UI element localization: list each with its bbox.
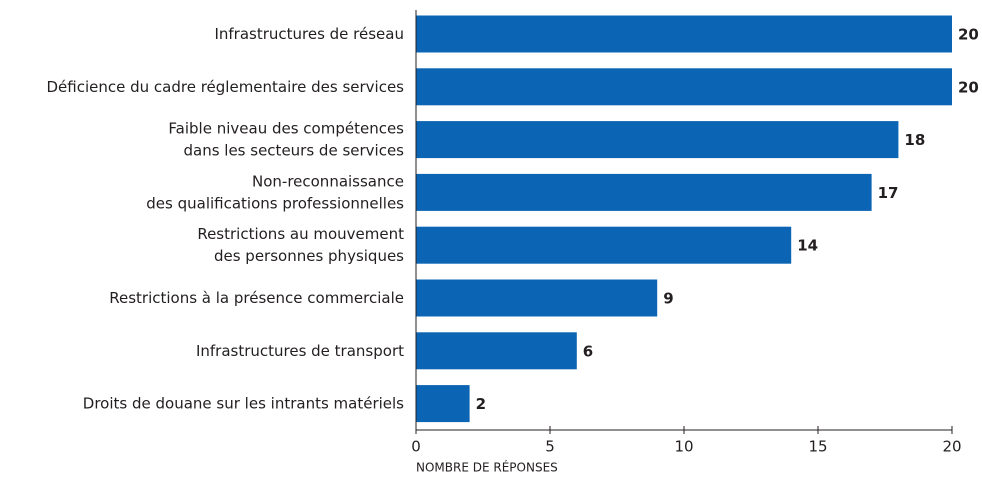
- value-label: 2: [476, 395, 486, 413]
- category-line: Restrictions au mouvement: [197, 225, 404, 243]
- bar: [416, 385, 470, 423]
- category-label: Droits de douane sur les intrants matéri…: [83, 394, 404, 412]
- value-label: 18: [904, 131, 925, 149]
- bar: [416, 226, 792, 264]
- x-tick-label: 15: [808, 438, 827, 456]
- value-label: 17: [878, 184, 899, 202]
- value-label: 20: [958, 78, 979, 96]
- x-tick-label: 0: [411, 438, 421, 456]
- category-line: Faible niveau des compétences: [168, 119, 404, 137]
- category-label: Déficience du cadre réglementaire des se…: [47, 77, 405, 95]
- bar: [416, 173, 872, 211]
- x-tick-label: 10: [674, 438, 693, 456]
- value-label: 9: [663, 290, 673, 308]
- bar: [416, 332, 577, 370]
- x-axis-title: NOMBRE DE RÉPONSES: [416, 460, 558, 475]
- category-line: Infrastructures de transport: [196, 341, 404, 359]
- category-label: Non-reconnaissance des qualifications pro…: [146, 172, 404, 212]
- category-label: Restrictions à la présence commerciale: [109, 289, 404, 307]
- category-label: Infrastructures de transport: [196, 341, 404, 359]
- category-line: Déficience du cadre réglementaire des se…: [47, 77, 405, 95]
- category-line: dans les secteurs de services: [183, 141, 404, 159]
- category-line: Non-reconnaissance: [252, 172, 404, 190]
- category-line: Infrastructures de réseau: [214, 25, 404, 43]
- x-tick-label: 5: [545, 438, 555, 456]
- bar: [416, 68, 952, 106]
- value-label: 14: [797, 237, 818, 255]
- category-label: Faible niveau des compétences dans les se…: [168, 119, 404, 159]
- category-line: des qualifications professionnelles: [146, 194, 404, 212]
- category-label: Restrictions au mouvement des personnes p…: [197, 225, 404, 265]
- category-line: des personnes physiques: [214, 247, 404, 265]
- value-label: 20: [958, 26, 979, 44]
- category-label: Infrastructures de réseau: [214, 25, 404, 43]
- x-tick-label: 20: [942, 438, 961, 456]
- category-line: Restrictions à la présence commerciale: [109, 289, 404, 307]
- bar: [416, 15, 952, 53]
- bar: [416, 279, 658, 317]
- category-line: Droits de douane sur les intrants matéri…: [83, 394, 404, 412]
- bar: [416, 121, 899, 159]
- value-label: 6: [583, 342, 593, 360]
